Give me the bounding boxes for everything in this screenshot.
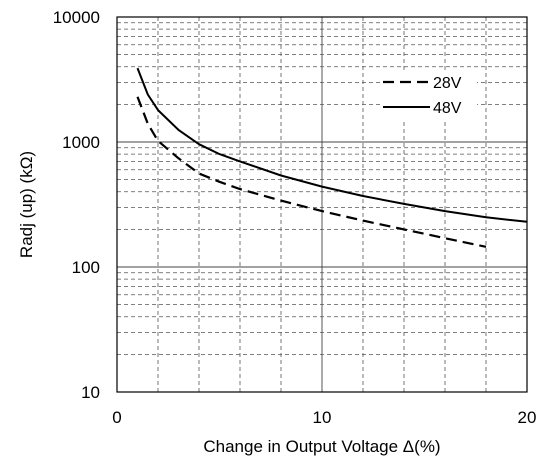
legend-label-48v: 48V <box>433 100 462 117</box>
series-line-28v <box>136 96 487 248</box>
legend-background <box>381 72 477 120</box>
grid-layer <box>117 17 527 392</box>
legend-label-28v: 28V <box>433 75 462 92</box>
legend: 28V 48V <box>381 72 477 120</box>
series-layer <box>136 67 528 248</box>
plot-frame <box>116 16 528 393</box>
y-tick-label-10000: 10000 <box>53 8 100 27</box>
x-tick-label-20: 20 <box>518 408 537 427</box>
x-axis-label: Change in Output Voltage Δ(%) <box>203 437 440 456</box>
y-axis-label: Radj (up) (kΩ) <box>17 151 36 258</box>
tick-layer: 0 10 20 10 100 1000 10000 <box>53 8 537 427</box>
y-tick-label-10: 10 <box>81 383 100 402</box>
x-tick-label-0: 0 <box>112 408 121 427</box>
x-tick-label-10: 10 <box>313 408 332 427</box>
series-line-48v <box>136 67 528 223</box>
y-tick-label-1000: 1000 <box>62 133 100 152</box>
y-tick-label-100: 100 <box>72 258 100 277</box>
